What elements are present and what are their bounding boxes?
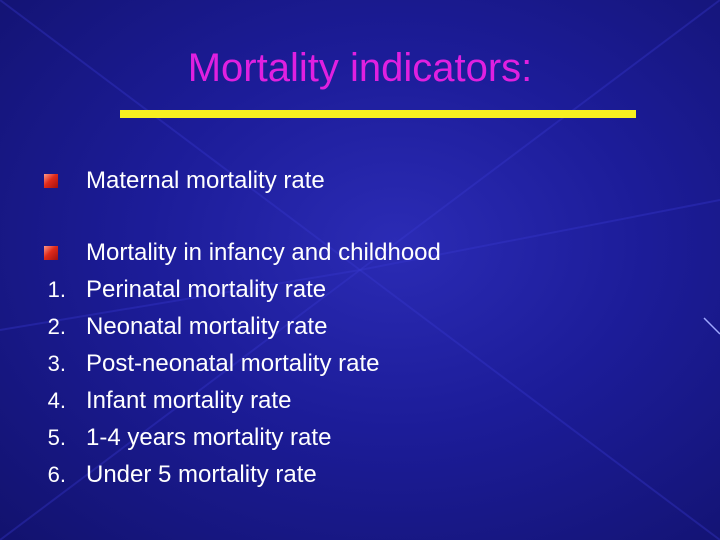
item-text: Infant mortality rate — [86, 387, 292, 414]
red-square-bullet-icon — [44, 246, 58, 260]
highlight-ray — [703, 317, 720, 335]
item-number: 3. — [47, 351, 66, 376]
item-number: 1. — [47, 277, 66, 302]
item-text: Perinatal mortality rate — [86, 276, 327, 303]
numbered-item: 6. Under 5 mortality rate — [0, 458, 720, 492]
numbered-item: 5. 1-4 years mortality rate — [0, 421, 720, 455]
item-number: 6. — [47, 462, 66, 487]
slide-title: Mortality indicators: — [187, 46, 533, 90]
item-text: Under 5 mortality rate — [86, 461, 317, 488]
numbered-item: 3. Post-neonatal mortality rate — [0, 347, 720, 381]
bullet-text: Maternal mortality rate — [86, 167, 325, 194]
item-number: 2. — [47, 314, 66, 339]
bullet-text: Mortality in infancy and childhood — [86, 239, 441, 266]
item-text: Post-neonatal mortality rate — [86, 350, 380, 377]
item-text: Neonatal mortality rate — [86, 313, 328, 340]
item-number: 4. — [47, 388, 66, 413]
title-underline — [120, 110, 636, 118]
red-square-bullet-icon — [44, 174, 58, 188]
numbered-item: 2. Neonatal mortality rate — [0, 310, 720, 344]
item-number: 5. — [47, 425, 66, 450]
numbered-item: 1. Perinatal mortality rate — [0, 273, 720, 307]
numbered-item: 4. Infant mortality rate — [0, 384, 720, 418]
item-text: 1-4 years mortality rate — [86, 424, 332, 451]
bullet-item: Mortality in infancy and childhood — [0, 236, 720, 270]
bullet-item: Maternal mortality rate — [0, 164, 720, 198]
